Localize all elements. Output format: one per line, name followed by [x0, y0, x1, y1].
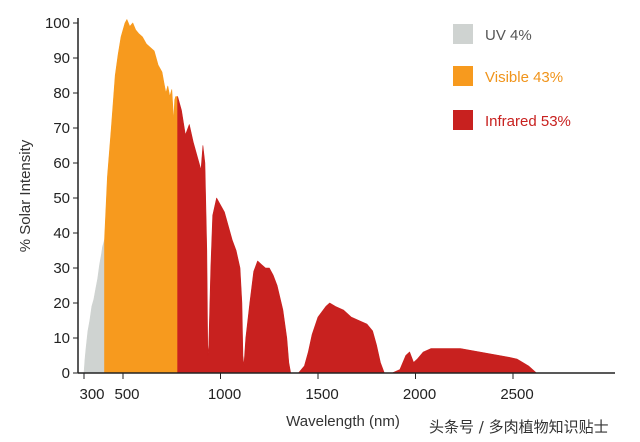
area-uv — [83, 239, 105, 374]
area-visible — [104, 19, 178, 374]
y-axis-title: % Solar Intensity — [17, 139, 34, 252]
y-tick-label: 70 — [53, 120, 70, 137]
y-tick-label: 10 — [53, 330, 70, 347]
legend-swatch-visible — [453, 66, 473, 86]
y-tick-label: 100 — [45, 15, 70, 32]
y-tick-label: 30 — [53, 260, 70, 277]
area-infrared — [177, 96, 537, 374]
watermark-text: 头条号 / 多肉植物知识贴士 — [429, 418, 609, 436]
legend-swatch-uv — [453, 24, 473, 44]
y-tick-label: 90 — [53, 50, 70, 67]
x-tick-labels: 300 500 1000 1500 2000 2500 — [79, 373, 534, 403]
x-tick-label: 2500 — [500, 386, 533, 403]
y-tick-label: 50 — [53, 190, 70, 207]
legend-label-visible: Visible 43% — [485, 69, 563, 86]
y-tick-label: 80 — [53, 85, 70, 102]
x-tick-label: 1000 — [208, 386, 241, 403]
y-tick-label: 0 — [62, 365, 70, 382]
axes — [77, 18, 615, 374]
y-tick-label: 20 — [53, 295, 70, 312]
x-tick-label: 300 — [79, 386, 104, 403]
legend-swatch-infrared — [453, 110, 473, 130]
y-tick-labels: 0 10 20 30 40 50 60 70 80 90 100 — [45, 15, 78, 382]
spectrum-areas — [83, 19, 537, 374]
legend: UV 4% Visible 43% Infrared 53% — [453, 24, 571, 130]
x-tick-label: 2000 — [403, 386, 436, 403]
legend-label-infrared: Infrared 53% — [485, 113, 571, 130]
x-tick-label: 1500 — [305, 386, 338, 403]
x-tick-label: 500 — [114, 386, 139, 403]
y-tick-label: 60 — [53, 155, 70, 172]
y-tick-label: 40 — [53, 225, 70, 242]
x-axis-title: Wavelength (nm) — [286, 413, 400, 430]
legend-label-uv: UV 4% — [485, 27, 532, 44]
